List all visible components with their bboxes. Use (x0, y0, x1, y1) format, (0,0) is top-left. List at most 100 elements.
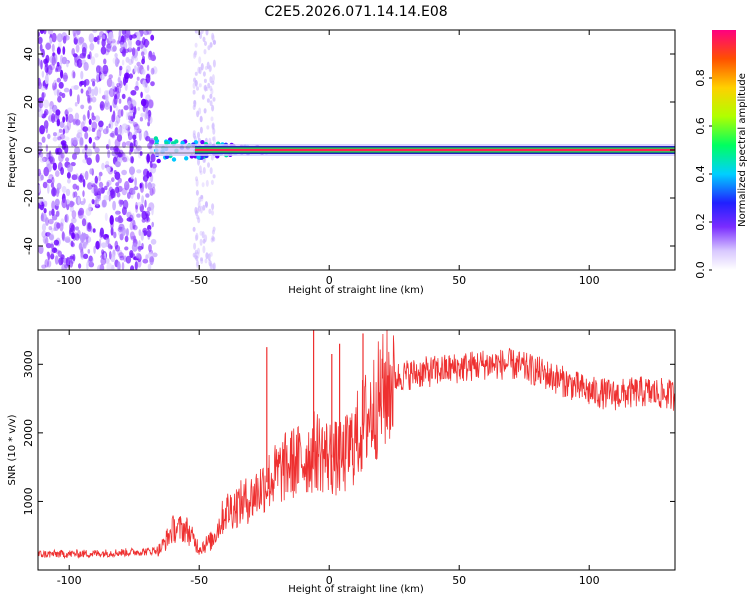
carrier-blob (196, 155, 201, 160)
noise-blob (85, 236, 92, 243)
noise-blob (204, 258, 208, 264)
noise-blob (194, 249, 198, 255)
noise-blob (131, 47, 136, 56)
noise-blob (63, 136, 70, 141)
noise-blob (58, 81, 64, 89)
noise-blob (53, 239, 60, 246)
carrier-band-core (195, 148, 675, 152)
noise-blob (83, 61, 89, 71)
noise-blob (76, 132, 83, 139)
noise-blob (117, 152, 122, 158)
noise-blob (135, 141, 138, 145)
noise-blob (126, 217, 133, 222)
noise-blob (110, 130, 116, 139)
noise-blob (106, 190, 111, 196)
noise-blob (99, 227, 104, 238)
noise-blob (101, 34, 106, 40)
noise-blob (129, 252, 134, 259)
noise-blob (207, 253, 211, 261)
noise-blob (147, 263, 152, 270)
noise-blob (150, 54, 157, 62)
noise-blob (140, 231, 144, 241)
noise-blob (56, 77, 61, 83)
noise-blob (195, 255, 199, 262)
noise-blob (103, 127, 110, 134)
noise-blob (134, 56, 139, 62)
noise-blob (96, 129, 102, 139)
spectrogram-y-axis-label: Frequency (Hz) (7, 112, 18, 188)
noise-blob (87, 94, 92, 104)
noise-blob (108, 194, 112, 202)
noise-blob (47, 183, 50, 194)
noise-blob (121, 123, 128, 130)
noise-blob (192, 132, 196, 138)
noise-blob (116, 191, 121, 198)
noise-blob (132, 224, 138, 231)
noise-blob (133, 186, 139, 191)
colorbar-tick-label: 0.6 (694, 117, 707, 135)
noise-blob (69, 227, 72, 235)
noise-blob (211, 32, 215, 41)
noise-blob (192, 130, 196, 136)
noise-blob (133, 125, 140, 133)
noise-blob (200, 257, 203, 262)
noise-blob (69, 255, 74, 260)
noise-blob (208, 208, 212, 214)
noise-blob (137, 46, 141, 52)
noise-blob (78, 174, 84, 183)
carrier-blob (171, 157, 177, 162)
noise-blob (197, 131, 200, 139)
noise-blob (202, 36, 206, 42)
noise-blob (204, 201, 208, 208)
noise-blob (45, 42, 52, 50)
noise-blob (49, 107, 52, 117)
noise-blob (69, 259, 74, 268)
noise-blob (131, 213, 135, 220)
noise-blob (103, 194, 110, 201)
noise-blob (119, 65, 123, 71)
noise-blob (43, 166, 49, 177)
noise-blob (55, 110, 60, 119)
noise-blob (209, 85, 213, 91)
noise-blob (62, 35, 67, 44)
noise-blob (65, 157, 70, 162)
noise-blob (141, 210, 147, 220)
noise-blob (193, 242, 197, 250)
noise-blob (117, 109, 122, 119)
noise-blob (40, 59, 43, 70)
noise-blob (72, 191, 76, 199)
noise-blob (59, 149, 64, 155)
noise-blob (39, 157, 46, 163)
noise-blob (64, 263, 70, 269)
noise-blob (82, 197, 86, 206)
noise-blob (192, 89, 196, 95)
noise-blob (106, 43, 112, 53)
noise-blob (104, 185, 108, 191)
noise-blob (65, 114, 69, 122)
noise-blob (206, 98, 210, 103)
noise-blob (75, 30, 79, 36)
noise-blob (75, 44, 80, 53)
spectrogram-y-tick-label: 40 (22, 47, 35, 61)
noise-blob (208, 259, 212, 267)
noise-blob (72, 153, 77, 160)
noise-blob (70, 162, 76, 167)
noise-blob (94, 115, 101, 122)
noise-blob (105, 94, 109, 103)
noise-blob (104, 212, 108, 221)
noise-blob (88, 105, 92, 111)
noise-blob (77, 129, 83, 134)
noise-blob (67, 113, 74, 123)
noise-blob (49, 37, 53, 45)
spectrogram-x-tick-label: 100 (579, 274, 600, 287)
noise-blob (112, 45, 117, 52)
noise-blob (125, 228, 129, 237)
noise-blob (80, 88, 84, 94)
noise-blob (197, 247, 200, 255)
noise-blob (115, 182, 120, 187)
noise-blob (44, 63, 49, 73)
noise-blob (71, 85, 77, 90)
noise-blob (95, 153, 100, 163)
noise-blob (56, 182, 62, 190)
noise-blob (142, 258, 149, 264)
